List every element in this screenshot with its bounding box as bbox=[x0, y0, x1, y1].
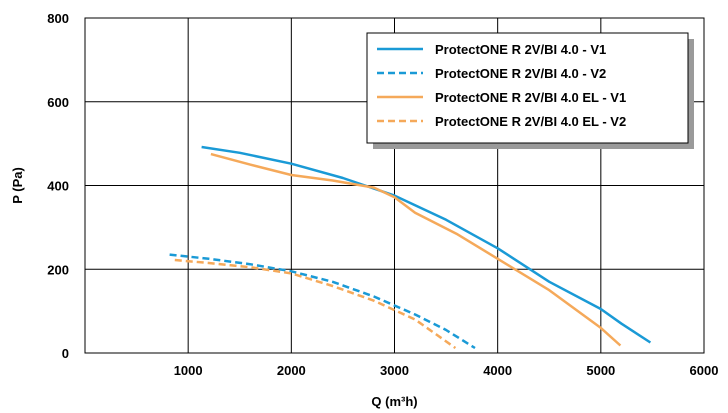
y-tick-label: 400 bbox=[47, 179, 69, 194]
x-tick-label: 1000 bbox=[174, 363, 203, 378]
legend: ProtectONE R 2V/BI 4.0 - V1 ProtectONE R … bbox=[366, 32, 694, 149]
series-line-1 bbox=[201, 145, 652, 344]
series-line-4 bbox=[174, 258, 457, 350]
y-tick-label: 600 bbox=[47, 95, 69, 110]
x-tick-label: 5000 bbox=[586, 363, 615, 378]
series-line-2 bbox=[169, 253, 476, 350]
legend-label-2: ProtectONE R 2V/BI 4.0 - V2 bbox=[435, 66, 606, 81]
y-tick-label: 200 bbox=[47, 262, 69, 277]
legend-box bbox=[366, 32, 689, 144]
tick-labels: 1000 2000 3000 4000 5000 6000 0 200 400 600 800 bbox=[47, 11, 718, 378]
y-tick-label: 800 bbox=[47, 11, 69, 26]
x-tick-label: 4000 bbox=[483, 363, 512, 378]
legend-label-3: ProtectONE R 2V/BI 4.0 EL - V1 bbox=[435, 90, 626, 105]
series-line-3 bbox=[210, 152, 622, 347]
x-tick-label: 2000 bbox=[277, 363, 306, 378]
legend-label-1: ProtectONE R 2V/BI 4.0 - V1 bbox=[435, 42, 606, 57]
x-tick-label: 3000 bbox=[380, 363, 409, 378]
y-axis-title: P (Pa) bbox=[10, 167, 25, 204]
legend-label-4: ProtectONE R 2V/BI 4.0 EL - V2 bbox=[435, 114, 626, 129]
x-tick-label: 6000 bbox=[690, 363, 719, 378]
plot-frame bbox=[84, 17, 705, 354]
series-layer bbox=[169, 145, 652, 350]
y-tick-label: 0 bbox=[62, 346, 69, 361]
x-axis-title: Q (m³h) bbox=[371, 394, 417, 409]
